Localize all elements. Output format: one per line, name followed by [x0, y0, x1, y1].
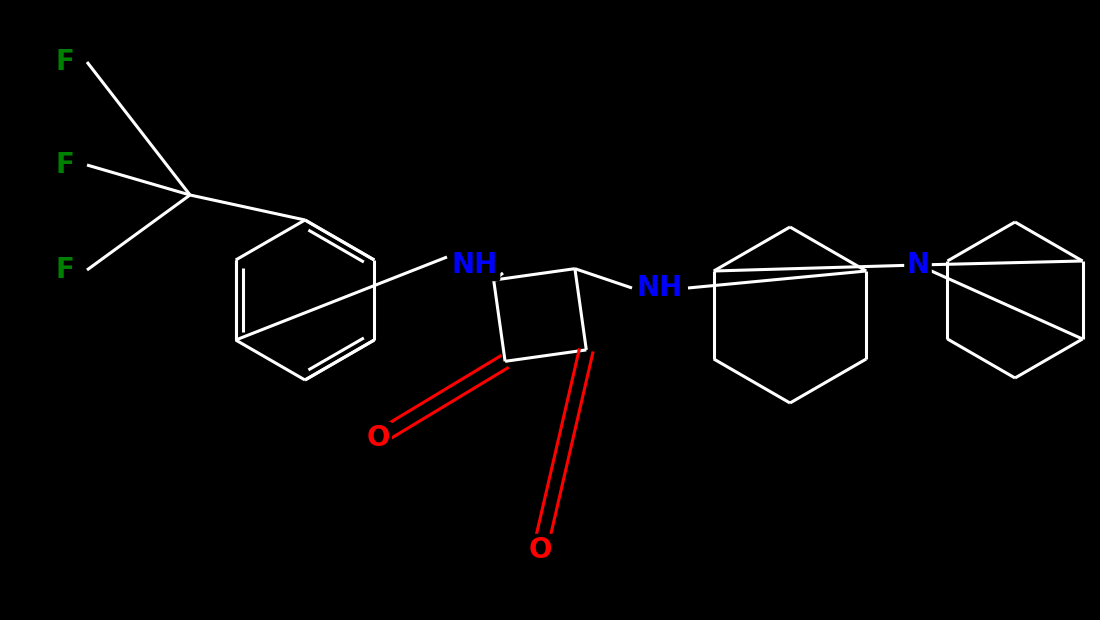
Text: O: O [366, 424, 389, 452]
Text: NH: NH [452, 251, 498, 279]
Text: F: F [56, 48, 75, 76]
Text: O: O [528, 536, 552, 564]
Text: NH: NH [637, 274, 683, 302]
Text: F: F [56, 151, 75, 179]
Text: F: F [56, 256, 75, 284]
Text: N: N [906, 251, 930, 279]
